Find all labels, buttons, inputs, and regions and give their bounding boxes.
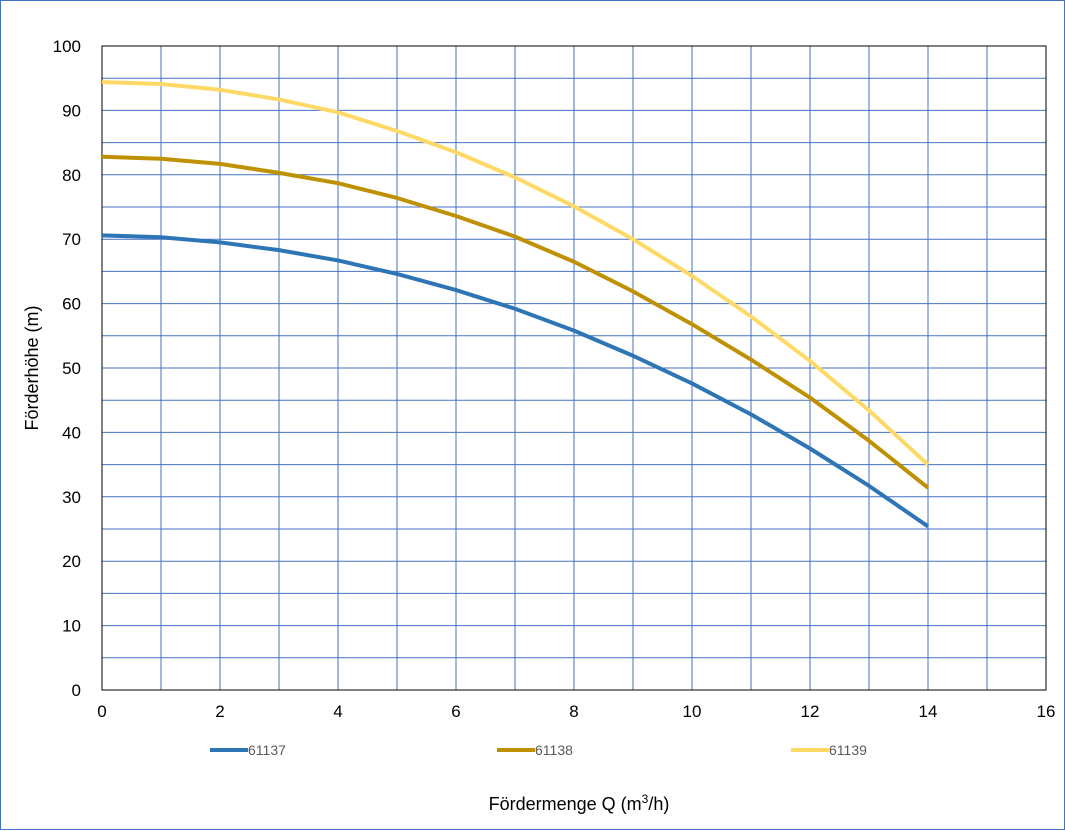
x-tick-label: 4 [333, 702, 342, 721]
x-tick-label: 0 [97, 702, 106, 721]
series-line-61138 [101, 154, 930, 490]
legend-label-61137: 61137 [248, 742, 286, 758]
x-tick-label: 16 [1037, 702, 1056, 721]
y-tick-label: 30 [62, 488, 81, 507]
x-tick-label: 8 [569, 702, 578, 721]
legend: 61137 61138 61139 [210, 742, 867, 758]
y-tick-label: 50 [62, 359, 81, 378]
plot-area-border [101, 45, 1047, 691]
x-tick-label: 12 [801, 702, 820, 721]
x-tick-label: 6 [451, 702, 460, 721]
x-tick-label: 2 [215, 702, 224, 721]
y-tick-label: 80 [62, 166, 81, 185]
x-axis-title: Fördermenge Q (m3/h) [489, 792, 670, 814]
x-axis-title-main: Fördermenge Q (m [489, 794, 642, 814]
y-tick-label: 70 [62, 230, 81, 249]
series-line-61137 [101, 233, 930, 529]
series-lines [101, 80, 930, 529]
y-tick-label: 10 [62, 617, 81, 636]
x-axis-title-sup: 3 [642, 792, 649, 806]
x-axis-title-suffix: /h) [648, 794, 669, 814]
y-tick-label: 20 [62, 552, 81, 571]
y-tick-label: 100 [53, 37, 81, 56]
legend-label-61138: 61138 [535, 742, 573, 758]
tick-labels: 0 2 4 6 8 10 12 14 16 0 10 20 30 40 50 60 70 80 90 100 [53, 37, 1056, 721]
x-tick-label: 14 [919, 702, 938, 721]
y-tick-label: 60 [62, 295, 81, 314]
y-tick-label: 0 [72, 681, 81, 700]
y-axis-title: Förderhöhe (m) [22, 305, 42, 430]
y-tick-label: 90 [62, 101, 81, 120]
series-line-61139 [101, 80, 930, 467]
x-tick-label: 10 [683, 702, 702, 721]
legend-label-61139: 61139 [829, 742, 867, 758]
y-tick-label: 40 [62, 423, 81, 442]
grid-layer [102, 46, 1046, 690]
